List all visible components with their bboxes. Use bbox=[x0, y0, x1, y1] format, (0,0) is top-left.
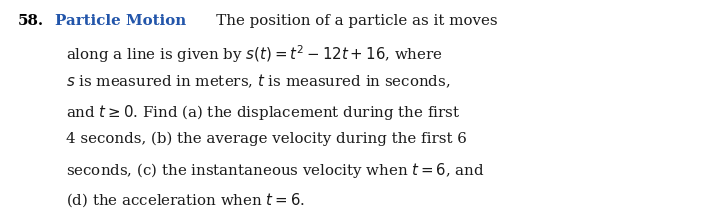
Text: Particle Motion: Particle Motion bbox=[55, 14, 187, 28]
Text: and $t \geq 0$. Find (a) the displacement during the first: and $t \geq 0$. Find (a) the displacemen… bbox=[66, 103, 460, 121]
Text: The position of a particle as it moves: The position of a particle as it moves bbox=[202, 14, 498, 28]
Text: 58.: 58. bbox=[18, 14, 44, 28]
Text: 4 seconds, (b) the average velocity during the first 6: 4 seconds, (b) the average velocity duri… bbox=[66, 132, 467, 146]
Text: $s$ is measured in meters, $t$ is measured in seconds,: $s$ is measured in meters, $t$ is measur… bbox=[66, 73, 451, 90]
Text: seconds, (c) the instantaneous velocity when $t = 6$, and: seconds, (c) the instantaneous velocity … bbox=[66, 162, 485, 181]
Text: (d) the acceleration when $t = 6$.: (d) the acceleration when $t = 6$. bbox=[66, 191, 305, 209]
Text: along a line is given by $s(t) = t^2 - 12t + 16$, where: along a line is given by $s(t) = t^2 - 1… bbox=[66, 43, 443, 65]
